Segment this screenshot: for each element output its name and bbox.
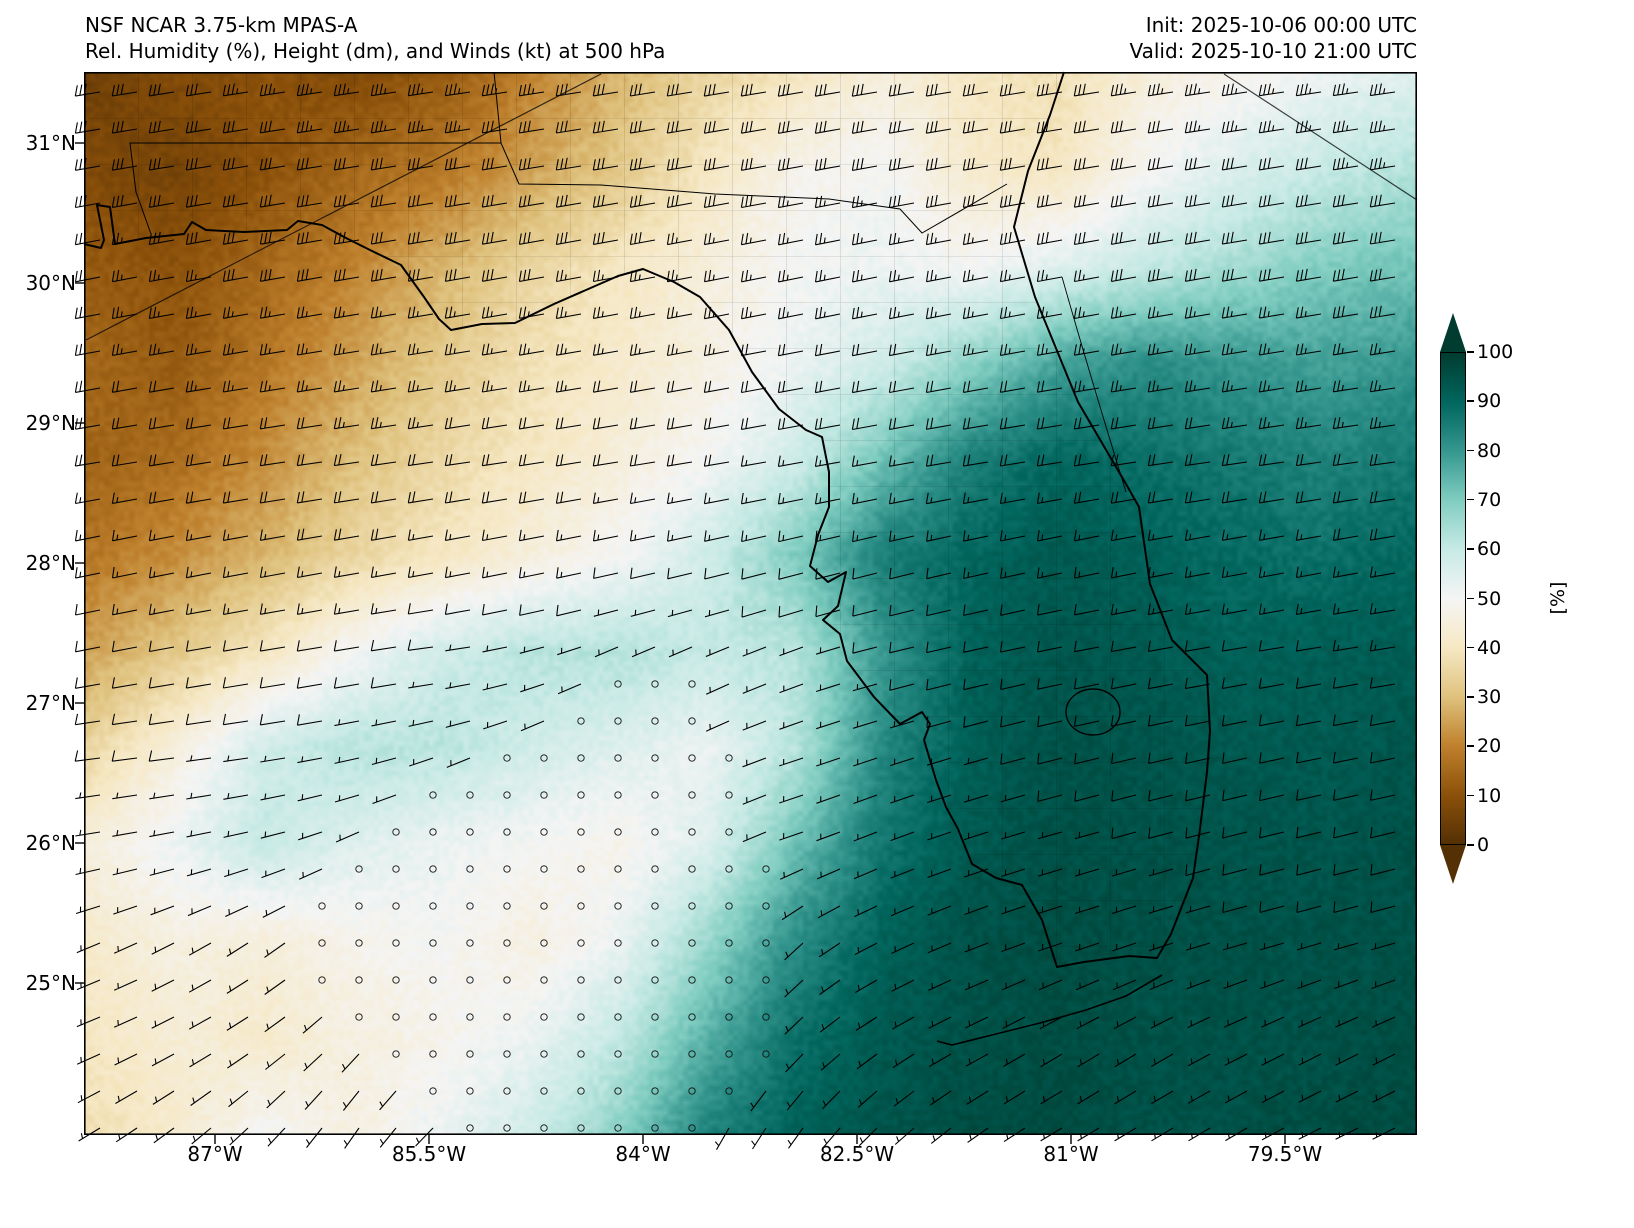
lon-label-79-5w: 79.5°W (1247, 1142, 1323, 1166)
lake-okeechobee (1065, 688, 1121, 736)
county-boundaries (84, 72, 1210, 967)
colorbar-tick-100: 100 (1467, 341, 1527, 363)
lon-label-84w: 84°W (615, 1142, 671, 1166)
lat-label-30n: 30°N (25, 271, 76, 295)
valid-time: Valid: 2025-10-10 21:00 UTC (1129, 39, 1417, 63)
lon-label-81w: 81°W (1043, 1142, 1099, 1166)
lon-label-82-5w: 82.5°W (819, 1142, 895, 1166)
colorbar-tick-30: 30 (1467, 686, 1527, 708)
height-contour (1223, 73, 1418, 201)
colorbar-tick-90: 90 (1467, 390, 1527, 412)
state-borders (129, 71, 1008, 235)
indian-river-lagoon (1061, 276, 1127, 493)
lat-label-29n: 29°N (25, 411, 76, 435)
florida-keys (936, 974, 1163, 1046)
axis-tick-marks (75, 142, 1286, 1144)
colorbar-tick-10: 10 (1467, 785, 1527, 807)
colorbar-tick-60: 60 (1467, 538, 1527, 560)
colorbar-units-label: [%] (1547, 581, 1569, 615)
colorbar-tick-0: 0 (1467, 834, 1527, 856)
lat-label-28n: 28°N (25, 551, 76, 575)
colorbar-arrow-down (1440, 845, 1466, 884)
lat-label-31n: 31°N (25, 131, 76, 155)
lat-label-26n: 26°N (25, 831, 76, 855)
colorbar-tick-40: 40 (1467, 637, 1527, 659)
map-plot-area (74, 71, 1418, 1150)
map-overlay-svg (74, 71, 1418, 1150)
lat-label-27n: 27°N (25, 691, 76, 715)
plot-subtitle: Rel. Humidity (%), Height (dm), and Wind… (85, 39, 666, 63)
coastline (83, 71, 1211, 968)
model-title: NSF NCAR 3.75-km MPAS-A (85, 13, 358, 37)
init-time: Init: 2025-10-06 00:00 UTC (1145, 13, 1417, 37)
colorbar-arrow-up (1440, 313, 1466, 352)
map-frame (84, 72, 1418, 1136)
colorbar-tick-70: 70 (1467, 489, 1527, 511)
height-contour (85, 73, 602, 341)
lat-label-25n: 25°N (25, 971, 76, 995)
lon-label-87w: 87°W (187, 1142, 243, 1166)
lon-label-85-5w: 85.5°W (391, 1142, 467, 1166)
colorbar-tick-50: 50 (1467, 588, 1527, 610)
colorbar-gradient (1440, 352, 1466, 845)
colorbar-tick-80: 80 (1467, 440, 1527, 462)
wind-barbs (74, 83, 1396, 1150)
calm-wind-circles (318, 680, 770, 1132)
colorbar-tick-20: 20 (1467, 735, 1527, 757)
